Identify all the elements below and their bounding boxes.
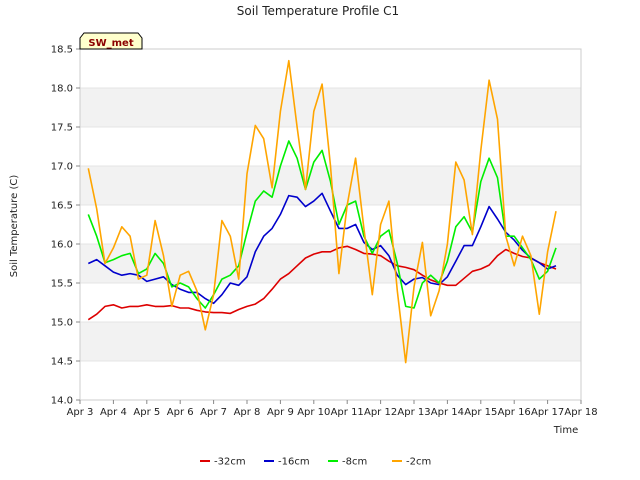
series-line-32cmcm [87,245,557,321]
x-tick-label: Apr 10 [297,407,330,418]
series-line-16cmcm [87,192,557,305]
x-tick-label: Apr 15 [464,407,497,418]
station-badge-label: SW_met [88,38,133,49]
legend-item: -8cm [328,457,367,468]
y-tick-label: 18.0 [51,84,73,95]
x-tick-label: Apr 6 [167,407,194,418]
y-tick-label: 14.5 [51,357,73,368]
plot-band [80,322,581,361]
x-axis-ticks: Apr 3 Apr 4 Apr 5 Apr 6 Apr 7 Apr 8 Apr 9 Apr 1… [67,400,598,418]
plot-area-frame [79,48,582,401]
x-axis-label: Time [553,425,578,436]
legend-label: -32cm [214,457,246,468]
plot-band [80,283,581,322]
x-tick-label: Apr 7 [200,407,227,418]
y-tick-label: 18.5 [51,45,73,56]
y-tick-label: 17.5 [51,123,73,134]
x-tick-label: Apr 14 [431,407,464,418]
legend-label: -8cm [342,457,367,468]
x-tick-label: Apr 8 [234,407,261,418]
plot-band [80,49,581,88]
y-tick-label: 17.0 [51,162,73,173]
legend-label: -2cm [406,457,431,468]
y-tick-label: 15.5 [51,279,73,290]
y-tick-label: 16.0 [51,240,73,251]
plot-band [80,88,581,127]
station-badge: SW_met [79,32,143,50]
legend-label: -16cm [278,457,310,468]
legend-item: -2cm [392,457,431,468]
y-tick-label: 16.5 [51,201,73,212]
x-tick-label: Apr 11 [331,407,364,418]
legend-item: -16cm [264,457,310,468]
x-tick-label: Apr 18 [564,407,597,418]
x-tick-label: Apr 5 [133,407,160,418]
legend-item: -32cm [200,457,246,468]
x-tick-label: Apr 3 [67,407,94,418]
x-tick-label: Apr 4 [100,407,127,418]
x-tick-label: Apr 17 [531,407,564,418]
y-axis-ticks: 14.0 14.5 15.0 15.5 16.0 16.5 17.0 17.5 18.0 18.5 [51,45,80,407]
series-layer [87,59,557,364]
y-tick-label: 15.0 [51,318,73,329]
x-tick-label: Apr 9 [267,407,294,418]
station-badge-shape [79,32,143,50]
y-tick-label: 14.0 [51,396,73,407]
x-tick-label: Apr 13 [397,407,430,418]
plot-band [80,361,581,400]
chart-title: Soil Temperature Profile C1 [237,4,399,18]
legend: -32cm -16cm -8cm -2cm [200,457,431,468]
series-line-2cmcm [87,59,557,364]
x-tick-label: Apr 12 [364,407,397,418]
y-axis-label: Soil Temperature (C) [9,175,20,278]
x-tick-label: Apr 16 [498,407,531,418]
